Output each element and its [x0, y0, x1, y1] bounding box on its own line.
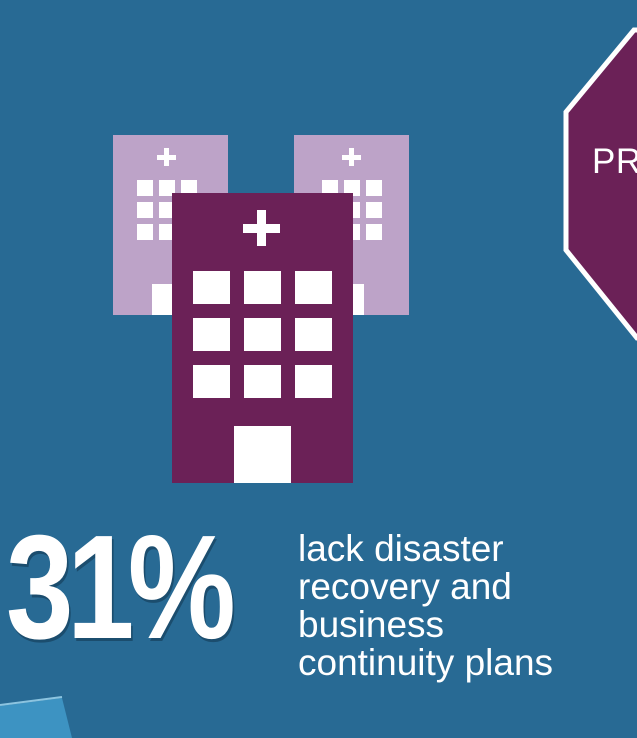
stop-sign-label: PR	[592, 142, 637, 181]
accent-wedge	[0, 698, 72, 738]
accent-wedge-edge	[0, 696, 63, 706]
stat-description-line: recovery and	[298, 566, 512, 607]
stop-sign-icon	[563, 27, 637, 341]
hospital-icon-front	[172, 193, 353, 483]
stat-description-line: lack disaster	[298, 528, 504, 569]
stat-description-line: continuity plans	[298, 642, 554, 683]
stat-value: 31%	[6, 505, 236, 670]
stat-description: lack disaster recovery and business cont…	[298, 530, 637, 682]
stat-description-line: business	[298, 604, 445, 645]
